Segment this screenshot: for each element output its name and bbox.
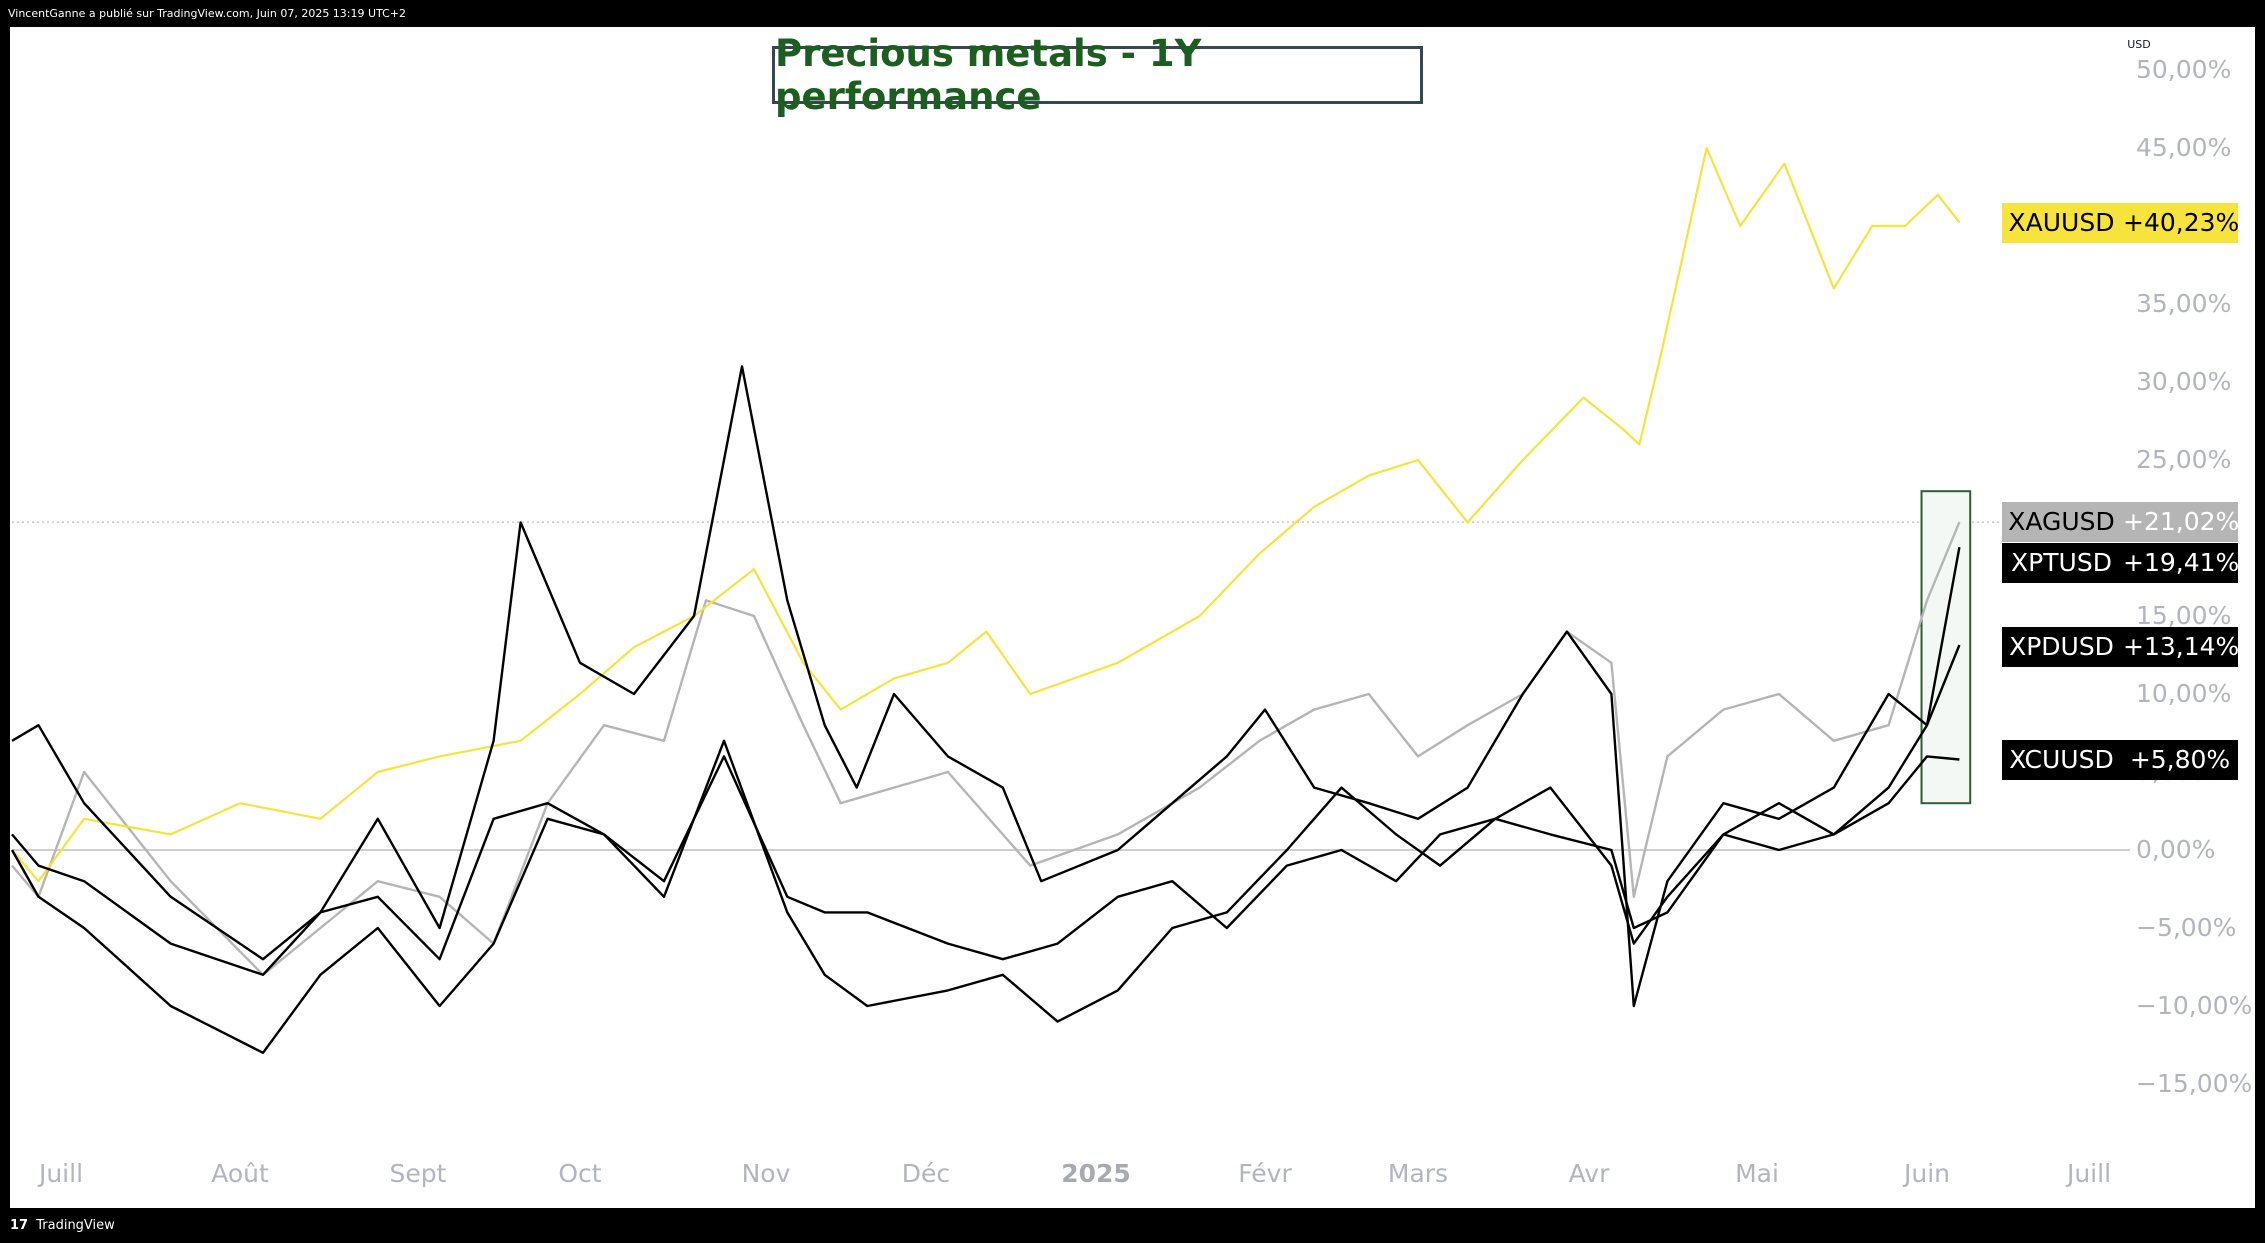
- x-tick-label: Avr: [1568, 1159, 1610, 1188]
- tag-xcuusd-value: +5,80%: [2129, 745, 2231, 774]
- x-tick-label: Août: [211, 1159, 269, 1188]
- x-tick-label: Juin: [1903, 1159, 1950, 1188]
- tag-xagusd-value: +21,02%: [2123, 507, 2240, 536]
- tag-xagusd: XAGUSD +21,02%: [2002, 502, 2240, 542]
- x-tick-label: Sept: [389, 1159, 447, 1188]
- highlight-box: [1920, 490, 1972, 805]
- x-tick-label: Juill: [38, 1159, 84, 1188]
- x-tick-label: Oct: [558, 1159, 602, 1188]
- x-tick-label: Mars: [1387, 1159, 1449, 1188]
- chart-title-text: Precious metals - 1Y performance: [775, 32, 1202, 118]
- tag-xptusd-name: XPTUSD: [2011, 548, 2112, 577]
- series-line-xptusd: [11, 365, 1961, 1008]
- tag-xpdusd-value: +13,14%: [2123, 632, 2240, 661]
- chart-title: Precious metals - 1Y performance: [772, 32, 1423, 118]
- tag-xptusd: XPTUSD +19,41%: [2002, 543, 2240, 583]
- tag-xpdusd-name: XPDUSD: [2009, 632, 2114, 661]
- x-tick-label: Juill: [2066, 1159, 2112, 1188]
- y-tick-label: 45,00%: [2136, 133, 2232, 162]
- series-line-xauusd: [11, 146, 1961, 883]
- y-tick-label: 10,00%: [2136, 679, 2232, 708]
- tag-xauusd-name: XAUUSD: [2008, 208, 2115, 237]
- brand-text: TradingView: [36, 1218, 115, 1233]
- tag-xpdusd: XPDUSD +13,14%: [2002, 627, 2240, 667]
- y-tick-label: 50,00%: [2136, 55, 2232, 84]
- series-line-xagusd: [11, 521, 1961, 976]
- y-tick-label: 30,00%: [2136, 367, 2232, 396]
- tag-xagusd-name: XAGUSD: [2008, 507, 2115, 536]
- y-tick-label: −15,00%: [2136, 1069, 2253, 1098]
- publisher-text: VincentGanne a publié sur TradingView.co…: [8, 7, 407, 20]
- tag-xauusd-value: +40,23%: [2123, 208, 2240, 237]
- tradingview-logo-icon: 17: [10, 1218, 29, 1233]
- y-tick-label: −10,00%: [2136, 991, 2253, 1020]
- tag-xcuusd-name: XCUUSD: [2009, 745, 2114, 774]
- y-tick-label: −5,00%: [2136, 913, 2237, 942]
- series-line-xcuusd: [11, 755, 1960, 976]
- currency-label[interactable]: USD: [2123, 34, 2155, 54]
- publisher-header: VincentGanne a publié sur TradingView.co…: [0, 0, 2265, 27]
- brand-footer: 17 TradingView: [0, 1208, 2265, 1243]
- x-tick-label: Déc: [901, 1159, 951, 1188]
- y-tick-label: 0,00%: [2136, 835, 2216, 864]
- right-frame: [2255, 27, 2265, 1208]
- y-tick-label: 15,00%: [2136, 601, 2232, 630]
- series-line-xpdusd: [10, 644, 1961, 1054]
- left-frame: [0, 27, 10, 1208]
- x-tick-label: Nov: [741, 1159, 791, 1188]
- y-tick-label: 25,00%: [2136, 445, 2232, 474]
- tag-xauusd: XAUUSD +40,23%: [2002, 203, 2240, 243]
- x-tick-label: 2025: [1061, 1159, 1131, 1188]
- x-tick-label: Févr: [1238, 1159, 1292, 1188]
- tag-xptusd-value: +19,41%: [2123, 548, 2240, 577]
- y-tick-label: 35,00%: [2136, 289, 2232, 318]
- tag-xcuusd: XCUUSD +5,80%: [2002, 740, 2238, 780]
- x-tick-label: Mai: [1735, 1159, 1779, 1188]
